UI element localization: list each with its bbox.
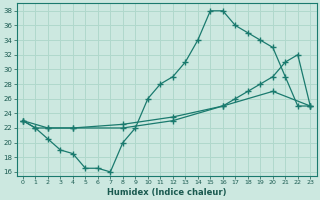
X-axis label: Humidex (Indice chaleur): Humidex (Indice chaleur)	[107, 188, 226, 197]
